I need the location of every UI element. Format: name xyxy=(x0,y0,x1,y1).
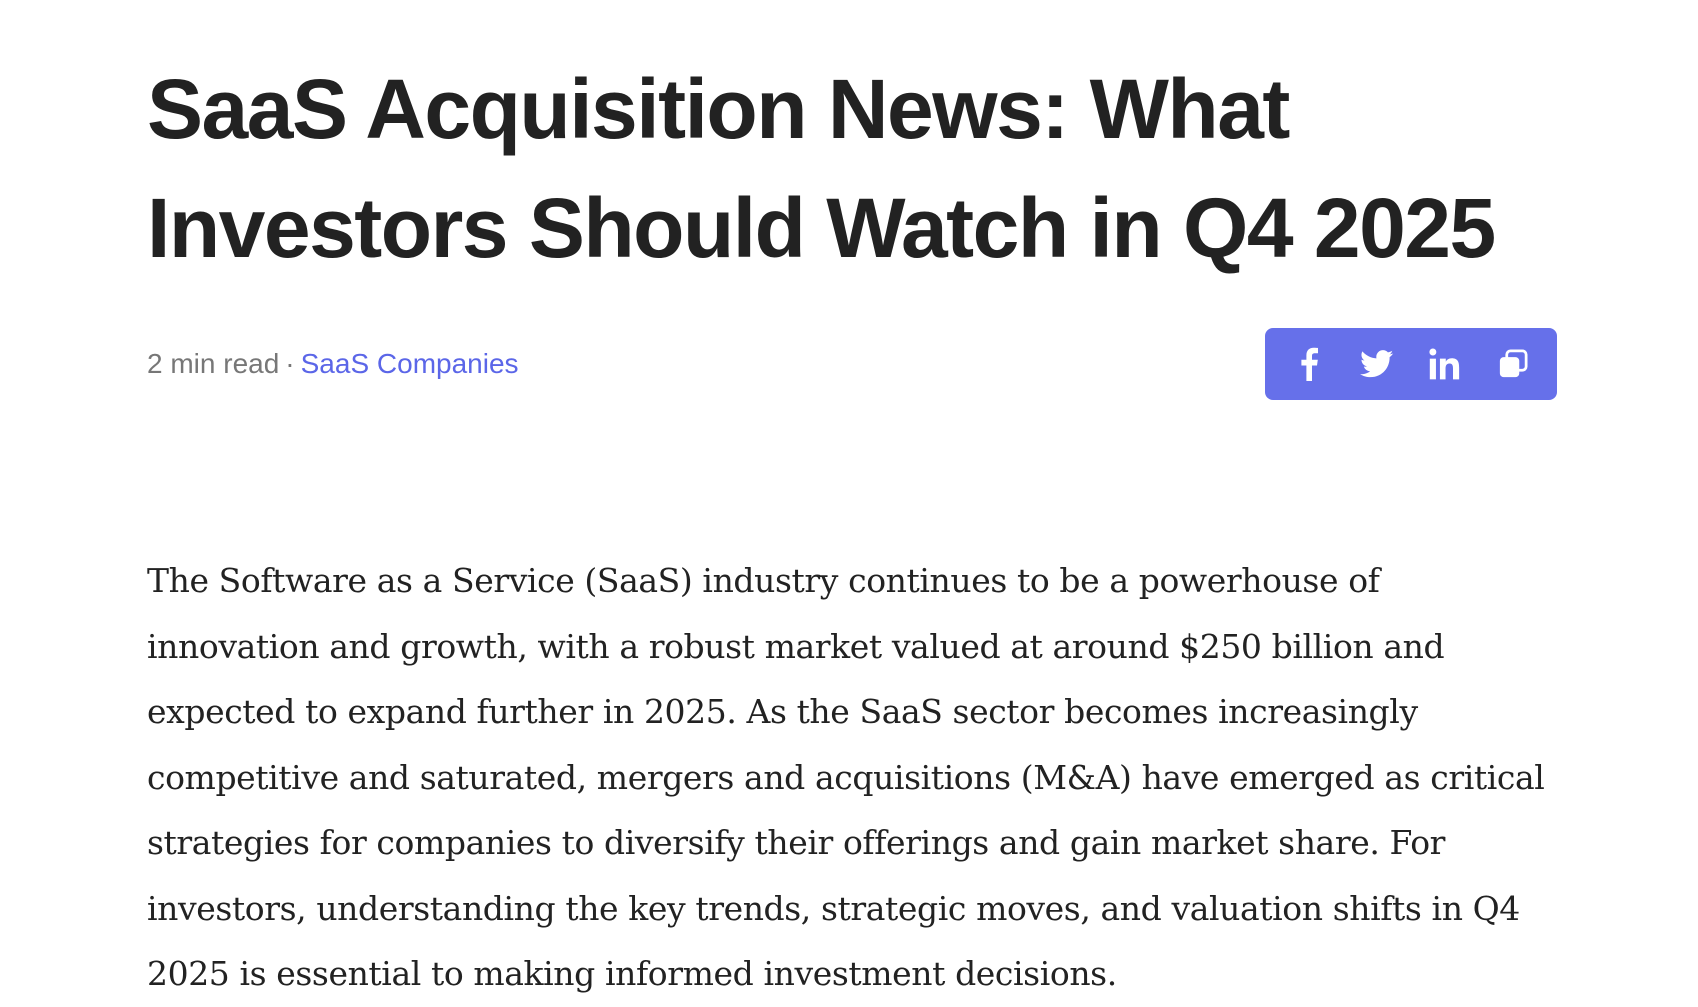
share-bar xyxy=(1265,328,1557,400)
article-meta-row: 2 min read · SaaS Companies xyxy=(147,328,1557,400)
copy-link-button[interactable] xyxy=(1485,336,1541,392)
article-title: SaaS Acquisition News: What Investors Sh… xyxy=(147,62,1496,275)
article-meta: 2 min read · SaaS Companies xyxy=(147,348,519,380)
share-facebook-button[interactable] xyxy=(1281,336,1337,392)
twitter-icon xyxy=(1360,350,1394,378)
article-intro-paragraph: The Software as a Service (SaaS) industr… xyxy=(147,561,1545,993)
share-linkedin-button[interactable] xyxy=(1417,336,1473,392)
copy-link-icon xyxy=(1499,349,1528,378)
meta-separator: · xyxy=(285,348,295,379)
article: SaaS Acquisition News: What Investors Sh… xyxy=(147,0,1557,1007)
facebook-icon xyxy=(1301,347,1318,381)
category-link[interactable]: SaaS Companies xyxy=(300,348,519,379)
linkedin-icon xyxy=(1429,348,1460,380)
read-time: 2 min read xyxy=(147,348,280,379)
share-twitter-button[interactable] xyxy=(1349,336,1405,392)
